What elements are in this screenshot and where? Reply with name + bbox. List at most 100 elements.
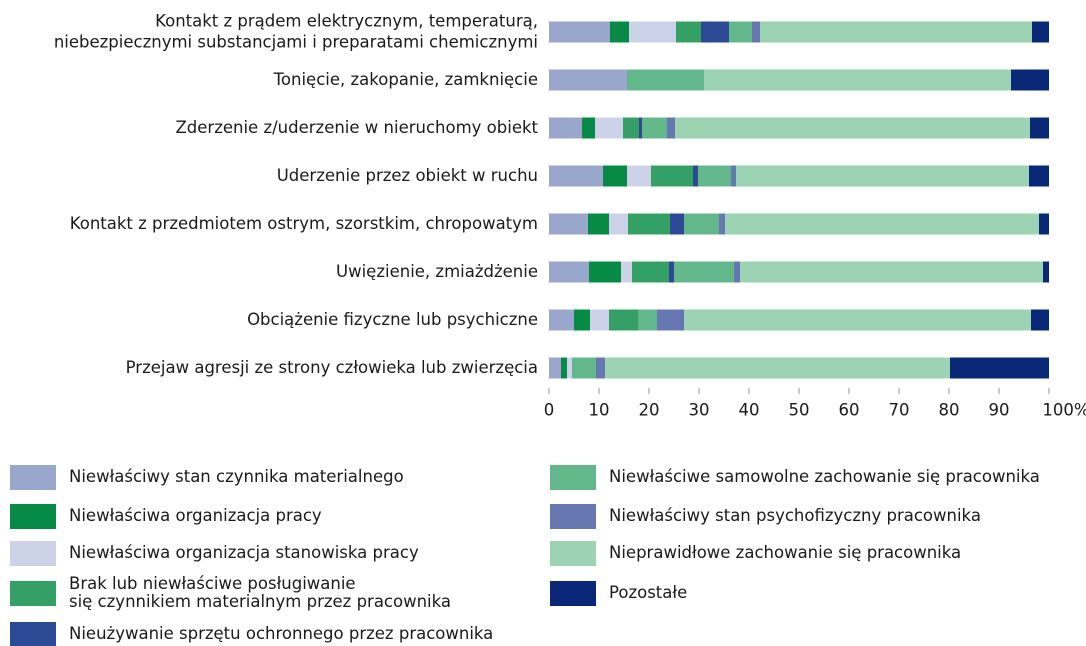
legend-swatch bbox=[10, 541, 56, 566]
category-label: Zderzenie z/uderzenie w nieruchomy obiek… bbox=[175, 118, 538, 137]
legend-label: Brak lub niewłaściwe posługiwanie się czy… bbox=[69, 574, 451, 611]
legend-label: Nieprawidłowe zachowanie się pracownika bbox=[609, 543, 961, 562]
bar-segment bbox=[549, 261, 589, 283]
bar-segment bbox=[572, 357, 596, 379]
bar-segment bbox=[610, 21, 629, 43]
bar-segment bbox=[609, 213, 628, 235]
legend-swatch bbox=[550, 541, 596, 566]
legend-label: Niewłaściwy stan czynnika materialnego bbox=[69, 467, 404, 486]
bar-segment bbox=[736, 165, 1029, 187]
bar-segment bbox=[588, 213, 609, 235]
legend-label: Pozostałe bbox=[609, 583, 687, 602]
bar-segment bbox=[698, 165, 731, 187]
bar-segment bbox=[667, 117, 675, 139]
bar-segment bbox=[675, 117, 1030, 139]
legend-swatch bbox=[550, 465, 596, 490]
bar-segment bbox=[638, 309, 657, 331]
bar-segment bbox=[734, 261, 740, 283]
legend-swatch bbox=[10, 465, 56, 490]
bar-segment bbox=[609, 309, 638, 331]
bar-segment bbox=[582, 117, 595, 139]
x-tick-label: 70 bbox=[889, 401, 910, 420]
category-label: Uwięzienie, zmiażdżenie bbox=[336, 262, 538, 281]
bar-segment bbox=[642, 117, 667, 139]
x-tick-label: 90 bbox=[989, 401, 1010, 420]
category-label: Uderzenie przez obiekt w ruchu bbox=[277, 166, 538, 185]
bar-segment bbox=[628, 213, 670, 235]
bar-segment bbox=[693, 165, 698, 187]
bar-segment bbox=[627, 69, 704, 91]
legend-swatch bbox=[550, 581, 596, 606]
bar-segment bbox=[596, 357, 605, 379]
legend-label: Niewłaściwa organizacja stanowiska pracy bbox=[69, 543, 419, 562]
bar-segment bbox=[627, 165, 651, 187]
x-tick-label: 60 bbox=[839, 401, 860, 420]
bar-segment bbox=[549, 213, 588, 235]
x-tick-label: 30 bbox=[689, 401, 710, 420]
x-tick-label: 100% bbox=[1042, 401, 1086, 420]
x-tick-label: 80 bbox=[939, 401, 960, 420]
bar-segment bbox=[605, 357, 950, 379]
bar-segment bbox=[621, 261, 632, 283]
bar-segment bbox=[590, 309, 609, 331]
legend-swatch bbox=[10, 504, 56, 529]
bar-segment bbox=[1032, 21, 1049, 43]
legend-label: Nieużywanie sprzętu ochronnego przez pra… bbox=[69, 624, 493, 643]
bar-segment bbox=[1043, 261, 1049, 283]
category-label: Kontakt z prądem elektrycznym, temperatu… bbox=[54, 11, 538, 51]
bar-segment bbox=[657, 309, 684, 331]
bar-segment bbox=[684, 213, 719, 235]
bar-segment bbox=[760, 21, 1032, 43]
bar-segment bbox=[567, 357, 572, 379]
bar-segment bbox=[603, 165, 627, 187]
x-tick-label: 40 bbox=[739, 401, 760, 420]
x-tick-label: 0 bbox=[544, 401, 555, 420]
bar-segment bbox=[729, 21, 752, 43]
bar-segment bbox=[740, 261, 1043, 283]
bar-segment bbox=[1031, 309, 1049, 331]
legend-label: Niewłaściwy stan psychofizyczny pracowni… bbox=[609, 506, 981, 525]
legend-swatch bbox=[10, 581, 56, 606]
legend-swatch bbox=[10, 622, 56, 646]
bar-segment bbox=[549, 117, 582, 139]
bar-segment bbox=[701, 21, 729, 43]
bar-segment bbox=[549, 309, 574, 331]
bar-segment bbox=[574, 309, 590, 331]
bar-segment bbox=[623, 117, 639, 139]
legend-label: Niewłaściwe samowolne zachowanie się pra… bbox=[609, 467, 1040, 486]
bar-segment bbox=[670, 213, 684, 235]
category-label: Tonięcie, zakopanie, zamknięcie bbox=[273, 70, 538, 89]
bar-segment bbox=[549, 165, 603, 187]
bar-segment bbox=[676, 21, 701, 43]
bar-segment bbox=[669, 261, 674, 283]
x-tick-label: 50 bbox=[789, 401, 810, 420]
bar-segment bbox=[561, 357, 567, 379]
bar-segment bbox=[684, 309, 1031, 331]
bar-segment bbox=[549, 69, 627, 91]
bar-segment bbox=[651, 165, 693, 187]
category-label: Obciążenie fizyczne lub psychiczne bbox=[247, 310, 538, 329]
legend-label: Niewłaściwa organizacja pracy bbox=[69, 506, 322, 525]
bar-segment bbox=[629, 21, 676, 43]
bar-segment bbox=[639, 117, 642, 139]
bar-segment bbox=[725, 213, 1039, 235]
bar-segment bbox=[1029, 165, 1049, 187]
bar-segment bbox=[752, 21, 760, 43]
bar-segment bbox=[632, 261, 669, 283]
category-label: Kontakt z przedmiotem ostrym, szorstkim,… bbox=[70, 214, 538, 233]
legend-swatch bbox=[550, 504, 596, 529]
bar-segment bbox=[549, 357, 561, 379]
bar-segment bbox=[674, 261, 734, 283]
bar-segment bbox=[731, 165, 736, 187]
bar-segment bbox=[1011, 69, 1049, 91]
bar-segment bbox=[704, 69, 1011, 91]
category-label: Przejaw agresji ze strony człowieka lub … bbox=[126, 358, 538, 377]
x-tick-label: 20 bbox=[639, 401, 660, 420]
x-tick-label: 10 bbox=[589, 401, 610, 420]
bar-segment bbox=[549, 21, 610, 43]
bar-segment bbox=[589, 261, 621, 283]
bar-segment bbox=[595, 117, 623, 139]
bar-segment bbox=[1030, 117, 1049, 139]
bar-segment bbox=[719, 213, 725, 235]
